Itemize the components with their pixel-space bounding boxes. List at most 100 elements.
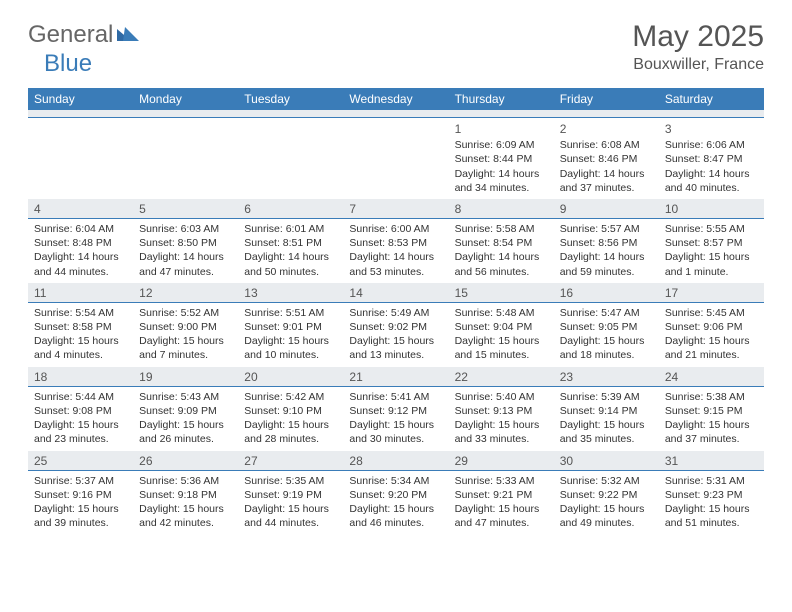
calendar-day: 4Sunrise: 6:04 AMSunset: 8:48 PMDaylight… (28, 199, 133, 283)
daylight-text: Daylight: 15 hours and 28 minutes. (244, 418, 337, 446)
day-number: 30 (554, 451, 659, 471)
calendar-week: 18Sunrise: 5:44 AMSunset: 9:08 PMDayligh… (28, 367, 764, 451)
calendar-day: 16Sunrise: 5:47 AMSunset: 9:05 PMDayligh… (554, 283, 659, 367)
sunset-text: Sunset: 9:08 PM (34, 404, 127, 418)
calendar-day: 3Sunrise: 6:06 AMSunset: 8:47 PMDaylight… (659, 118, 764, 199)
day-number: 17 (659, 283, 764, 303)
sunset-text: Sunset: 9:01 PM (244, 320, 337, 334)
sunrise-text: Sunrise: 5:52 AM (139, 306, 232, 320)
sunset-text: Sunset: 9:21 PM (455, 488, 548, 502)
calendar-day: 14Sunrise: 5:49 AMSunset: 9:02 PMDayligh… (343, 283, 448, 367)
day-body: Sunrise: 5:33 AMSunset: 9:21 PMDaylight:… (449, 471, 554, 535)
calendar-day: 2Sunrise: 6:08 AMSunset: 8:46 PMDaylight… (554, 118, 659, 199)
weekday-tuesday: Tuesday (238, 88, 343, 110)
calendar-day: 15Sunrise: 5:48 AMSunset: 9:04 PMDayligh… (449, 283, 554, 367)
sunrise-text: Sunrise: 5:45 AM (665, 306, 758, 320)
daylight-text: Daylight: 14 hours and 34 minutes. (455, 167, 548, 195)
sunset-text: Sunset: 9:14 PM (560, 404, 653, 418)
calendar-day (238, 118, 343, 199)
day-number: 10 (659, 199, 764, 219)
calendar-day: 29Sunrise: 5:33 AMSunset: 9:21 PMDayligh… (449, 451, 554, 535)
day-body: Sunrise: 5:47 AMSunset: 9:05 PMDaylight:… (554, 303, 659, 367)
calendar-day: 18Sunrise: 5:44 AMSunset: 9:08 PMDayligh… (28, 367, 133, 451)
day-body: Sunrise: 5:37 AMSunset: 9:16 PMDaylight:… (28, 471, 133, 535)
sunrise-text: Sunrise: 6:01 AM (244, 222, 337, 236)
day-number: 29 (449, 451, 554, 471)
calendar-day: 28Sunrise: 5:34 AMSunset: 9:20 PMDayligh… (343, 451, 448, 535)
sunset-text: Sunset: 8:50 PM (139, 236, 232, 250)
daylight-text: Daylight: 14 hours and 40 minutes. (665, 167, 758, 195)
day-number: 19 (133, 367, 238, 387)
day-body: 1Sunrise: 6:09 AMSunset: 8:44 PMDaylight… (449, 118, 554, 199)
calendar-week: 1Sunrise: 6:09 AMSunset: 8:44 PMDaylight… (28, 118, 764, 199)
day-number: 15 (449, 283, 554, 303)
calendar-day: 22Sunrise: 5:40 AMSunset: 9:13 PMDayligh… (449, 367, 554, 451)
daylight-text: Daylight: 15 hours and 51 minutes. (665, 502, 758, 530)
day-body: Sunrise: 5:41 AMSunset: 9:12 PMDaylight:… (343, 387, 448, 451)
sunrise-text: Sunrise: 6:00 AM (349, 222, 442, 236)
day-body: Sunrise: 5:39 AMSunset: 9:14 PMDaylight:… (554, 387, 659, 451)
day-number: 5 (133, 199, 238, 219)
sunset-text: Sunset: 8:56 PM (560, 236, 653, 250)
sunset-text: Sunset: 8:44 PM (455, 152, 548, 166)
daylight-text: Daylight: 15 hours and 37 minutes. (665, 418, 758, 446)
day-body: Sunrise: 6:03 AMSunset: 8:50 PMDaylight:… (133, 219, 238, 283)
sunset-text: Sunset: 8:57 PM (665, 236, 758, 250)
sunrise-text: Sunrise: 6:04 AM (34, 222, 127, 236)
calendar-day: 17Sunrise: 5:45 AMSunset: 9:06 PMDayligh… (659, 283, 764, 367)
day-number: 7 (343, 199, 448, 219)
day-number: 6 (238, 199, 343, 219)
sunset-text: Sunset: 9:04 PM (455, 320, 548, 334)
day-body (133, 118, 238, 125)
day-number: 22 (449, 367, 554, 387)
day-body: Sunrise: 5:48 AMSunset: 9:04 PMDaylight:… (449, 303, 554, 367)
day-body: Sunrise: 5:55 AMSunset: 8:57 PMDaylight:… (659, 219, 764, 283)
sunrise-text: Sunrise: 5:43 AM (139, 390, 232, 404)
sunrise-text: Sunrise: 5:38 AM (665, 390, 758, 404)
calendar-day: 25Sunrise: 5:37 AMSunset: 9:16 PMDayligh… (28, 451, 133, 535)
sunrise-text: Sunrise: 5:37 AM (34, 474, 127, 488)
sunset-text: Sunset: 9:05 PM (560, 320, 653, 334)
calendar-day (343, 118, 448, 199)
header-separator (28, 110, 764, 118)
sunset-text: Sunset: 9:15 PM (665, 404, 758, 418)
calendar-day (28, 118, 133, 199)
weekday-header-row: Sunday Monday Tuesday Wednesday Thursday… (28, 88, 764, 110)
day-body: Sunrise: 5:31 AMSunset: 9:23 PMDaylight:… (659, 471, 764, 535)
sunrise-text: Sunrise: 5:40 AM (455, 390, 548, 404)
day-number: 16 (554, 283, 659, 303)
calendar-week: 4Sunrise: 6:04 AMSunset: 8:48 PMDaylight… (28, 199, 764, 283)
sunset-text: Sunset: 8:54 PM (455, 236, 548, 250)
sunset-text: Sunset: 9:20 PM (349, 488, 442, 502)
weeks-container: 1Sunrise: 6:09 AMSunset: 8:44 PMDaylight… (28, 118, 764, 534)
sunset-text: Sunset: 8:48 PM (34, 236, 127, 250)
title-block: May 2025 Bouxwiller, France (632, 20, 764, 74)
day-number: 9 (554, 199, 659, 219)
sunrise-text: Sunrise: 6:06 AM (665, 138, 758, 152)
sunset-text: Sunset: 9:16 PM (34, 488, 127, 502)
day-body: Sunrise: 5:54 AMSunset: 8:58 PMDaylight:… (28, 303, 133, 367)
daylight-text: Daylight: 14 hours and 59 minutes. (560, 250, 653, 278)
day-body: Sunrise: 5:40 AMSunset: 9:13 PMDaylight:… (449, 387, 554, 451)
calendar-day: 23Sunrise: 5:39 AMSunset: 9:14 PMDayligh… (554, 367, 659, 451)
logo-triangle-icon (117, 20, 139, 48)
day-body: Sunrise: 5:34 AMSunset: 9:20 PMDaylight:… (343, 471, 448, 535)
daylight-text: Daylight: 15 hours and 4 minutes. (34, 334, 127, 362)
day-number: 3 (665, 121, 758, 137)
sunrise-text: Sunrise: 5:36 AM (139, 474, 232, 488)
sunrise-text: Sunrise: 5:32 AM (560, 474, 653, 488)
sunset-text: Sunset: 9:06 PM (665, 320, 758, 334)
day-body: Sunrise: 5:45 AMSunset: 9:06 PMDaylight:… (659, 303, 764, 367)
weekday-wednesday: Wednesday (343, 88, 448, 110)
brand-part1: General (28, 21, 113, 49)
calendar-day: 31Sunrise: 5:31 AMSunset: 9:23 PMDayligh… (659, 451, 764, 535)
daylight-text: Daylight: 14 hours and 47 minutes. (139, 250, 232, 278)
sunset-text: Sunset: 9:23 PM (665, 488, 758, 502)
sunrise-text: Sunrise: 5:58 AM (455, 222, 548, 236)
calendar-week: 11Sunrise: 5:54 AMSunset: 8:58 PMDayligh… (28, 283, 764, 367)
weekday-friday: Friday (554, 88, 659, 110)
calendar-day: 9Sunrise: 5:57 AMSunset: 8:56 PMDaylight… (554, 199, 659, 283)
daylight-text: Daylight: 15 hours and 21 minutes. (665, 334, 758, 362)
calendar-week: 25Sunrise: 5:37 AMSunset: 9:16 PMDayligh… (28, 451, 764, 535)
sunrise-text: Sunrise: 6:08 AM (560, 138, 653, 152)
